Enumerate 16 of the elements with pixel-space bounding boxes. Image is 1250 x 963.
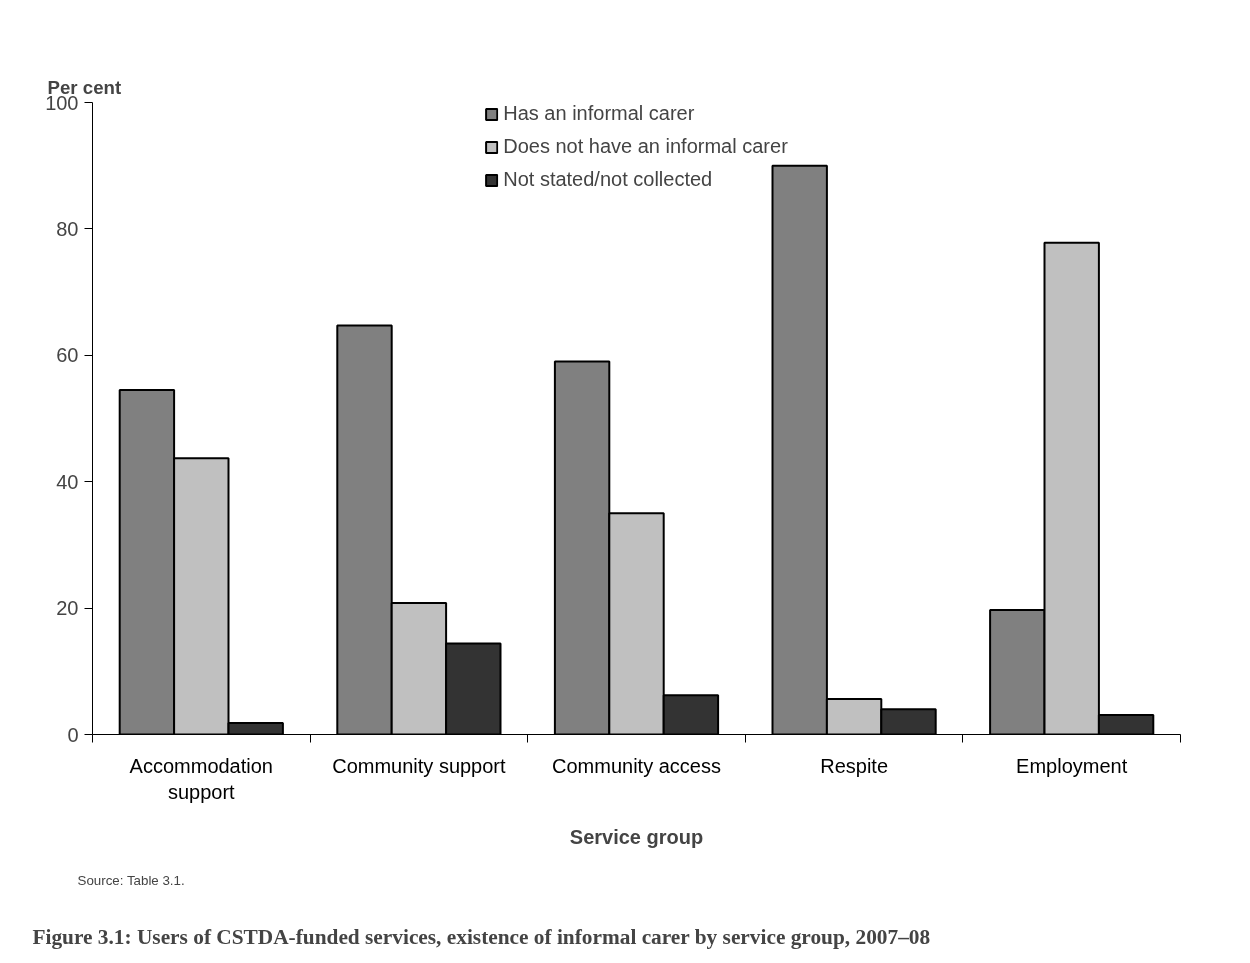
legend-label: Has an informal carer [503,102,695,125]
x-tick-label: Community access [552,754,721,777]
text: Figure 3.1: Users of CSTDA-funded services, existence of informal carer by service group, 2007–08 [32,924,931,949]
source-note: Source: Table 3.1. [77,872,185,888]
x-axis-title: Service group [569,825,704,848]
legend-label: Does not have an informal carer [503,135,788,158]
legend-label: Not stated/not collected [503,168,713,191]
y-tick-label: 40 [56,470,79,493]
x-tick-label: Employment [1016,754,1128,777]
x-tick-label: Respite [820,754,889,777]
x-tick-label: Community support [332,754,507,777]
y-tick-label: 80 [56,217,79,240]
y-tick-label: 60 [56,344,79,367]
x-tick-label: Accommodation support [129,754,274,803]
y-tick-label: 0 [67,723,79,746]
y-tick-label: 20 [56,597,79,620]
